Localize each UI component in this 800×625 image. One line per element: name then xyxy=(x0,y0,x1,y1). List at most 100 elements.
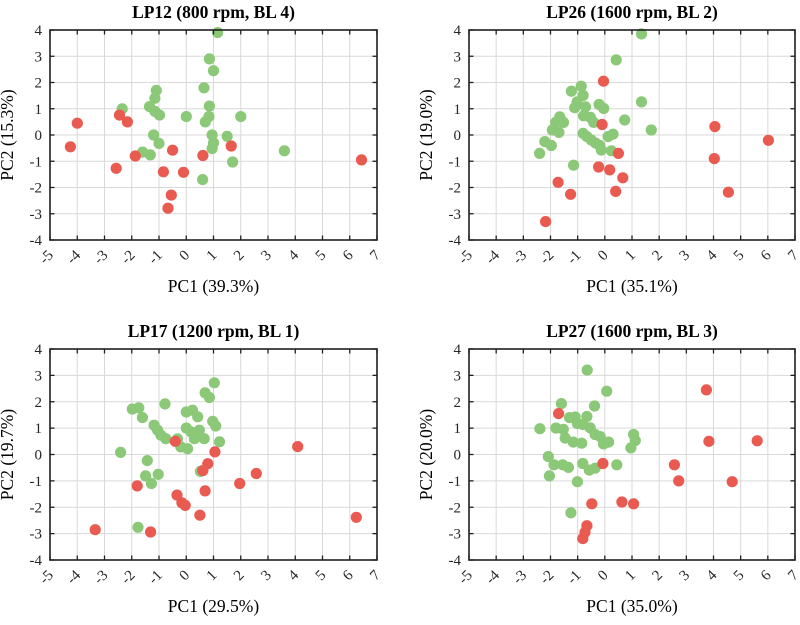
y-tick-label: -4 xyxy=(30,233,43,249)
data-point-green xyxy=(542,451,554,463)
x-axis-label: PC1 (39.3%) xyxy=(168,276,260,296)
data-point-red xyxy=(577,533,589,545)
y-tick-label: 0 xyxy=(35,128,43,144)
data-point-red xyxy=(110,162,122,174)
y-tick-label: 4 xyxy=(35,342,43,358)
data-point-red xyxy=(751,435,763,447)
data-point-green xyxy=(152,468,164,480)
data-point-green xyxy=(208,377,220,389)
y-tick-label: 0 xyxy=(454,128,462,144)
x-axis-label: PC1 (35.0%) xyxy=(586,596,678,616)
data-point-green xyxy=(221,130,233,142)
data-point-green xyxy=(548,459,560,471)
data-point-red xyxy=(617,172,629,184)
data-point-green xyxy=(227,156,239,168)
x-axis-label: PC1 (29.5%) xyxy=(168,596,260,616)
data-point-green xyxy=(562,461,574,473)
data-point-red xyxy=(89,524,101,536)
data-point-green xyxy=(555,398,567,410)
data-point-red xyxy=(199,485,211,497)
data-point-green xyxy=(278,145,290,157)
y-tick-label: -1 xyxy=(449,154,462,170)
y-tick-label: 2 xyxy=(454,76,462,92)
data-point-green xyxy=(610,54,622,66)
data-point-green xyxy=(193,424,205,436)
data-point-green xyxy=(188,433,200,445)
y-tick-label: -3 xyxy=(449,527,462,543)
data-point-red xyxy=(292,441,304,453)
y-tick-label: 2 xyxy=(35,76,43,92)
data-point-green xyxy=(159,398,171,410)
data-point-red xyxy=(722,186,734,198)
data-point-green xyxy=(203,391,215,404)
data-point-green xyxy=(207,65,220,77)
y-tick-label: 3 xyxy=(35,49,43,65)
series-red xyxy=(540,75,774,228)
y-tick-label: -2 xyxy=(449,500,462,516)
y-tick-label: -1 xyxy=(30,154,43,170)
data-point-green xyxy=(210,420,222,432)
y-tick-label: -3 xyxy=(449,207,462,223)
data-point-green xyxy=(198,82,210,94)
data-point-green xyxy=(144,149,156,161)
data-point-green xyxy=(553,126,565,138)
data-point-green xyxy=(213,436,226,448)
data-point-red xyxy=(540,216,552,228)
y-tick-label: 1 xyxy=(35,421,43,437)
subplot-lp27: -5 -4 -3 -2 -1 0 1 2 3 4 5 6 7 -4 -3 -2 -1 0 1 2 3 4 LP27 (160… xyxy=(400,312,800,625)
data-point-red xyxy=(708,153,720,165)
data-point-red xyxy=(162,202,174,214)
data-point-red xyxy=(64,141,76,153)
data-point-red xyxy=(616,496,628,508)
data-point-red xyxy=(169,435,181,447)
data-point-green xyxy=(149,92,161,104)
data-point-green xyxy=(145,477,157,490)
data-point-red xyxy=(553,408,565,420)
data-point-green xyxy=(203,100,215,112)
data-point-red xyxy=(250,467,262,480)
data-point-green xyxy=(595,144,607,156)
y-tick-label: 3 xyxy=(454,368,462,384)
y-tick-label: -3 xyxy=(30,207,43,223)
data-point-red xyxy=(628,498,640,510)
data-point-red xyxy=(700,384,712,396)
data-point-green xyxy=(601,385,613,397)
data-point-red xyxy=(225,140,237,152)
data-point-red xyxy=(610,185,622,197)
data-point-green xyxy=(235,111,247,123)
data-point-green xyxy=(565,85,577,97)
data-point-green xyxy=(132,521,144,533)
data-point-red xyxy=(113,109,126,121)
subplot-lp17: -5 -4 -3 -2 -1 0 1 2 3 4 5 6 7 -4 -3 -2 -1 0 1 2 3 4 LP17 (120… xyxy=(0,312,400,625)
data-point-red xyxy=(726,476,738,488)
subplot-lp12: -5 -4 -3 -2 -1 0 1 2 3 4 5 6 7 -4 -3 -2 -1 0 1 2 3 4 LP12 (800… xyxy=(0,0,400,312)
data-point-red xyxy=(157,166,169,178)
data-point-green xyxy=(569,102,581,114)
y-tick-label: 0 xyxy=(35,448,43,464)
data-point-green xyxy=(160,433,172,445)
data-point-red xyxy=(167,144,179,156)
data-point-red xyxy=(596,118,608,131)
plot-title: LP26 (1600 rpm, BL 2) xyxy=(546,2,718,22)
data-point-green xyxy=(543,470,555,482)
data-point-green xyxy=(133,402,145,414)
data-point-red xyxy=(145,526,157,538)
data-point-green xyxy=(557,423,569,435)
data-point-green xyxy=(567,436,579,448)
data-point-red xyxy=(177,166,190,178)
data-point-green xyxy=(581,364,593,376)
data-point-green xyxy=(153,109,166,121)
data-point-red xyxy=(604,164,616,176)
data-point-green xyxy=(607,128,619,140)
data-point-green xyxy=(579,101,592,113)
plot-title: LP27 (1600 rpm, BL 3) xyxy=(546,321,718,341)
series-red xyxy=(64,109,368,214)
data-point-red xyxy=(565,188,577,200)
data-point-green xyxy=(141,455,153,467)
y-tick-label: 4 xyxy=(454,23,462,39)
data-point-green xyxy=(545,139,557,152)
data-point-green xyxy=(182,443,194,455)
